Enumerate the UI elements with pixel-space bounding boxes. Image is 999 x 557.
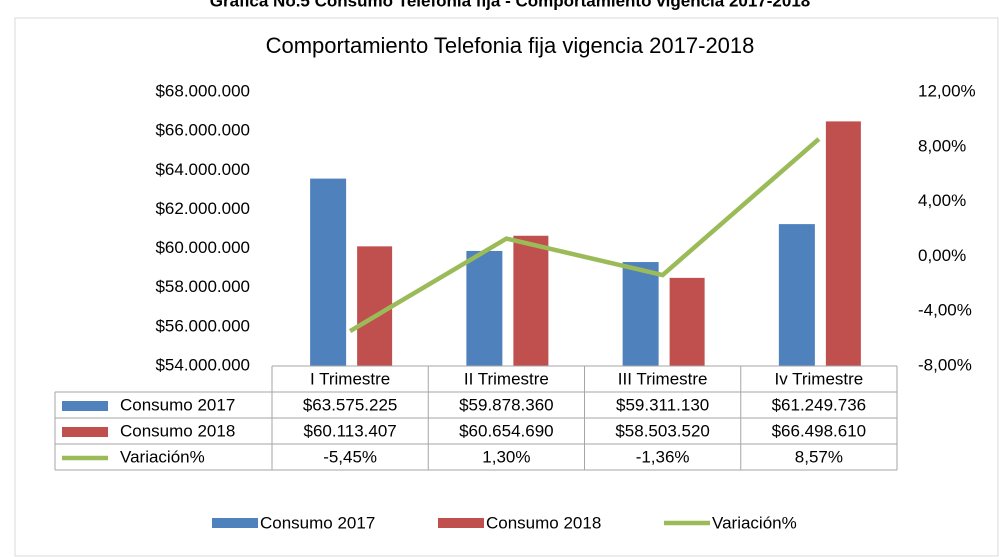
table-cell: $58.503.520 — [615, 421, 710, 440]
y2-tick-label: 0,00% — [918, 246, 966, 265]
y-tick-label: $56.000.000 — [155, 316, 250, 335]
y2-tick-label: 8,00% — [918, 136, 966, 155]
y2-tick-label: 12,00% — [918, 81, 976, 100]
table-cell: 1,30% — [482, 447, 530, 466]
table-row-label: Consumo 2018 — [120, 421, 235, 440]
y-tick-label: $60.000.000 — [155, 238, 250, 257]
table-cell: $59.878.360 — [459, 395, 554, 414]
y2-tick-label: -8,00% — [918, 355, 972, 374]
bar — [466, 250, 503, 366]
x-tick-label: I Trimestre — [310, 369, 390, 388]
x-tick-label: III Trimestre — [618, 369, 708, 388]
table-cell: -5,45% — [323, 447, 377, 466]
y-tick-label: $66.000.000 — [155, 121, 250, 140]
y-tick-label: $54.000.000 — [155, 355, 250, 374]
legend-key — [438, 518, 484, 528]
bar — [622, 262, 659, 366]
line — [348, 137, 821, 334]
super-title: Grafica No.5 Consumo Telefonia fija - Co… — [210, 0, 811, 10]
chart-title: Comportamiento Telefonia fija vigencia 2… — [266, 33, 755, 58]
bar — [669, 277, 705, 366]
table-cell: $66.498.610 — [772, 421, 867, 440]
table-cell: $63.575.225 — [303, 395, 398, 414]
y2-tick-label: -4,00% — [918, 301, 972, 320]
y-tick-label: $68.000.000 — [155, 81, 250, 100]
table-row-label: Variación% — [120, 447, 205, 466]
bar — [357, 246, 393, 366]
y-tick-label: $58.000.000 — [155, 277, 250, 296]
bar — [310, 178, 347, 366]
bar — [778, 224, 815, 366]
bar — [825, 121, 861, 367]
table-cell: 8,57% — [795, 447, 843, 466]
bar — [513, 235, 549, 366]
x-tick-label: II Trimestre — [464, 369, 549, 388]
y-tick-label: $64.000.000 — [155, 160, 250, 179]
table-cell: -1,36% — [636, 447, 690, 466]
legend-key — [212, 518, 258, 528]
table-cell: $60.113.407 — [303, 421, 396, 440]
x-tick-label: Iv Trimestre — [774, 369, 863, 388]
table-cell: $60.654.690 — [459, 421, 554, 440]
table-cell: $61.249.736 — [772, 395, 867, 414]
table-cell: $59.311.130 — [616, 395, 709, 414]
y-tick-label: $62.000.000 — [155, 199, 250, 218]
legend-label: Consumo 2018 — [486, 513, 601, 532]
legend-label: Consumo 2017 — [260, 513, 375, 532]
table-key — [62, 427, 108, 437]
legend-label: Variación% — [712, 513, 797, 532]
table-key — [62, 401, 108, 411]
table-row-label: Consumo 2017 — [120, 395, 235, 414]
y2-tick-label: 4,00% — [918, 191, 966, 210]
